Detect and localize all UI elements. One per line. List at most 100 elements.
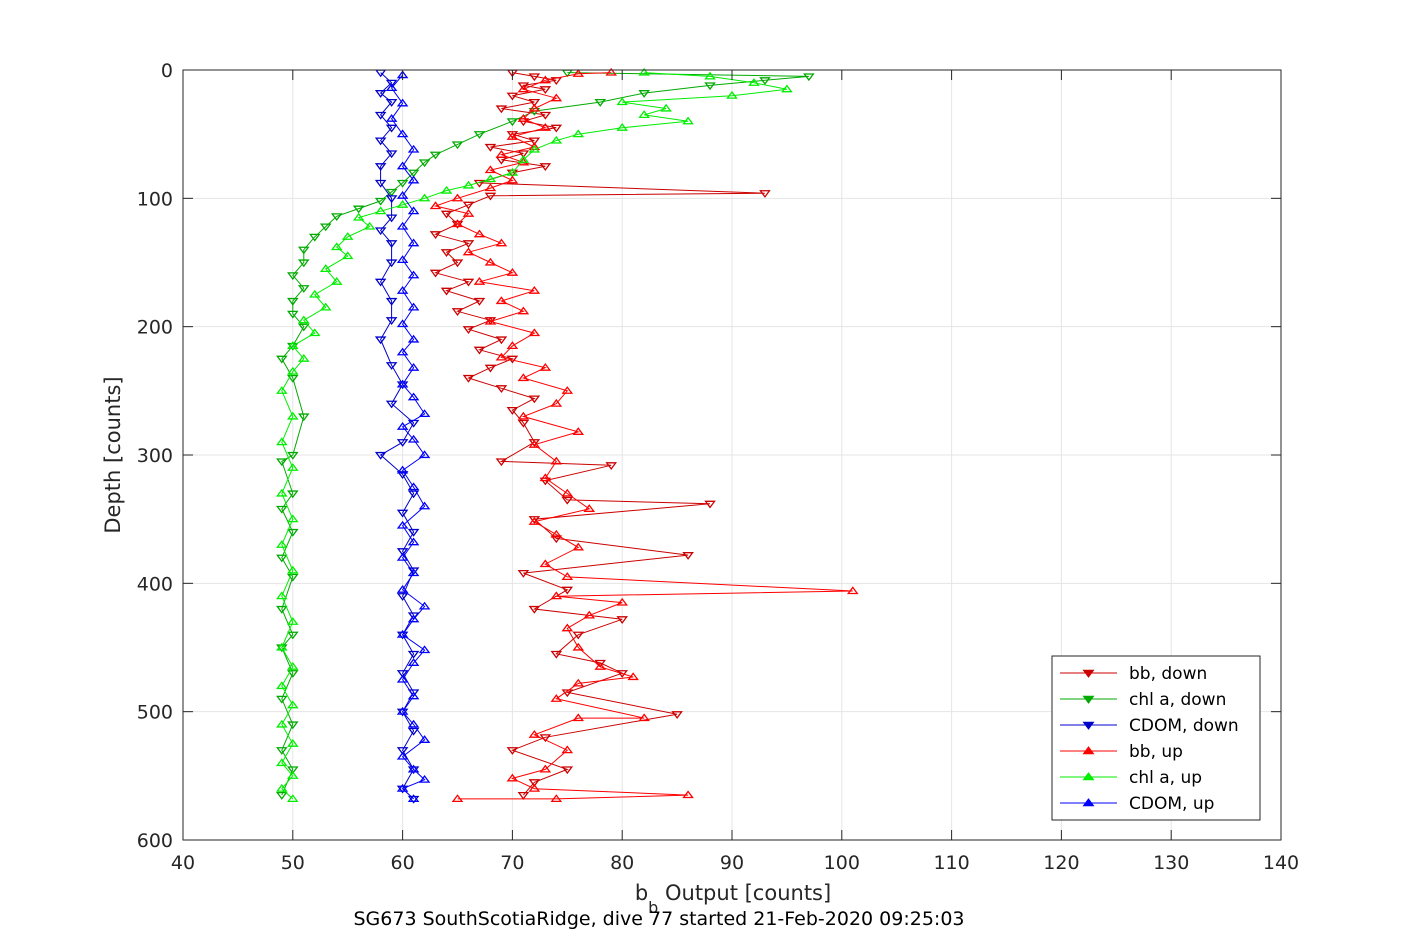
data-point [550, 794, 563, 803]
data-point [407, 764, 420, 773]
data-point [528, 103, 541, 112]
x-axis-label: bb Output [counts] [635, 881, 831, 917]
data-point [276, 437, 288, 446]
data-point [385, 240, 398, 248]
data-point [550, 456, 563, 465]
data-point [473, 346, 486, 355]
data-point [517, 569, 530, 578]
data-point [638, 713, 650, 722]
data-point [759, 77, 771, 86]
data-point [385, 114, 398, 122]
data-point [396, 783, 409, 792]
data-point [616, 123, 628, 131]
data-point [517, 150, 530, 159]
data-point [287, 297, 299, 306]
data-point [451, 141, 464, 150]
legend-label: bb, down [1129, 664, 1207, 684]
data-point [407, 766, 420, 775]
data-point [276, 386, 288, 394]
y-tick-label: 500 [137, 702, 173, 724]
x-tick-label: 110 [933, 852, 969, 874]
data-point [517, 792, 530, 800]
data-point [846, 586, 859, 595]
data-point [484, 165, 497, 174]
data-point [528, 439, 541, 447]
data-point [561, 386, 574, 394]
data-point [396, 593, 409, 601]
data-point [374, 137, 387, 146]
series-line [281, 72, 809, 796]
data-point [396, 747, 409, 755]
data-point [396, 751, 409, 760]
data-point [572, 678, 585, 687]
data-point [539, 559, 552, 568]
data-point [287, 771, 299, 779]
data-point [407, 206, 420, 215]
data-point [418, 501, 431, 510]
data-point [528, 137, 541, 146]
data-point [550, 398, 563, 407]
data-point [561, 745, 574, 754]
data-point [374, 336, 387, 345]
data-point [572, 631, 585, 640]
data-point [276, 554, 288, 563]
data-point [287, 565, 299, 574]
data-point [287, 463, 299, 471]
data-point [627, 672, 639, 681]
data-point [429, 201, 442, 210]
data-point [396, 585, 409, 593]
data-point [374, 111, 387, 120]
data-point [704, 71, 716, 80]
data-point [341, 251, 354, 260]
data-point [276, 458, 288, 467]
data-point [396, 520, 409, 529]
data-point [583, 504, 596, 512]
data-point [330, 242, 343, 251]
data-point [528, 516, 541, 524]
data-point [495, 385, 508, 394]
data-point [572, 713, 585, 722]
data-point [276, 355, 288, 364]
data-point [297, 259, 310, 268]
data-point [287, 272, 299, 281]
x-tick-label: 70 [500, 852, 524, 874]
data-point [517, 411, 530, 420]
data-point [451, 219, 464, 228]
data-point [396, 129, 409, 138]
data-point [682, 790, 694, 799]
data-point [572, 129, 585, 138]
data-point [374, 163, 387, 171]
data-point [473, 229, 486, 238]
data-point [462, 247, 475, 256]
data-point [407, 270, 420, 279]
data-point [287, 700, 299, 709]
data-point [528, 783, 541, 792]
data-point [462, 374, 475, 383]
data-point [583, 610, 596, 619]
x-tick-label: 50 [281, 852, 305, 874]
data-point [330, 213, 343, 222]
legend-marker [1082, 695, 1095, 704]
y-axis-label: Depth [counts] [101, 376, 125, 533]
series-3 [429, 67, 859, 803]
data-point [506, 407, 519, 415]
y-tick-labels: 0 100 200 300 400 500 600 [137, 60, 173, 852]
data-point [572, 427, 585, 435]
data-point [385, 83, 398, 92]
series-line [379, 72, 415, 800]
data-point [396, 465, 409, 474]
data-point [616, 97, 628, 106]
legend-entry: CDOM, up [1060, 794, 1214, 814]
data-point [451, 193, 464, 202]
data-point [506, 92, 519, 101]
series-5 [385, 70, 431, 803]
data-point [451, 794, 464, 803]
data-point [396, 631, 409, 640]
data-point [374, 206, 387, 215]
data-point [528, 99, 541, 107]
data-point [726, 90, 738, 99]
data-point [385, 99, 398, 107]
data-point [287, 631, 299, 640]
data-point [418, 645, 431, 654]
data-point [385, 297, 398, 306]
